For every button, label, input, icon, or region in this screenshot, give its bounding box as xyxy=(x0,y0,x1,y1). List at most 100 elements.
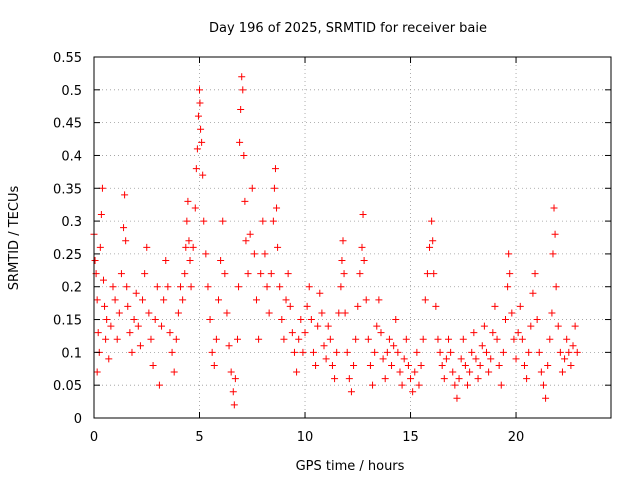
plot-frame xyxy=(93,56,612,419)
data-point xyxy=(322,355,330,363)
data-point xyxy=(417,361,425,369)
data-point xyxy=(250,250,258,258)
data-point xyxy=(295,335,303,343)
data-point xyxy=(240,151,248,159)
data-point xyxy=(91,256,99,264)
data-point xyxy=(98,184,106,192)
data-point xyxy=(436,348,444,356)
data-point xyxy=(508,309,516,317)
marks-layer xyxy=(90,73,581,409)
data-point xyxy=(442,355,450,363)
data-point xyxy=(172,335,180,343)
data-point xyxy=(449,368,457,376)
data-point xyxy=(301,329,309,337)
data-point xyxy=(99,276,107,284)
data-point xyxy=(343,348,351,356)
data-point xyxy=(468,348,476,356)
y-axis-label: SRMTID / TECUs xyxy=(7,186,22,291)
data-point xyxy=(177,283,185,291)
data-point xyxy=(210,361,218,369)
data-point xyxy=(145,309,153,317)
data-point xyxy=(388,361,396,369)
data-point xyxy=(472,355,480,363)
data-point xyxy=(466,368,474,376)
data-point xyxy=(246,230,254,238)
data-point xyxy=(274,243,282,251)
data-point xyxy=(489,329,497,337)
data-point xyxy=(231,375,239,383)
data-point xyxy=(531,270,539,278)
data-point xyxy=(191,204,199,212)
data-point xyxy=(390,342,398,350)
data-point xyxy=(558,368,566,376)
ticks-layer: 0 0.05 0.1 0.15 0.2 0.25 0.3 0.35 0.4 0.45 0.5 0.55… xyxy=(53,51,611,445)
data-point xyxy=(164,283,172,291)
x-tick-label: 0 xyxy=(90,430,98,445)
data-point xyxy=(409,388,417,396)
data-point xyxy=(371,348,379,356)
data-point xyxy=(202,250,210,258)
data-point xyxy=(487,355,495,363)
data-point xyxy=(244,270,252,278)
data-point xyxy=(227,368,235,376)
data-point xyxy=(364,335,372,343)
data-point xyxy=(482,348,490,356)
data-point xyxy=(155,381,163,389)
data-point xyxy=(529,289,537,297)
data-point xyxy=(525,348,533,356)
data-point xyxy=(219,217,227,225)
data-point xyxy=(352,335,360,343)
data-point xyxy=(429,237,437,245)
y-tick-label: 0.15 xyxy=(53,314,82,329)
data-point xyxy=(284,270,292,278)
x-tick-label: 5 xyxy=(195,430,203,445)
data-point xyxy=(107,322,115,330)
data-point xyxy=(421,296,429,304)
y-tick-label: 0.55 xyxy=(53,51,82,66)
data-point xyxy=(101,302,109,310)
data-point xyxy=(103,316,111,324)
data-point xyxy=(501,316,509,324)
data-point xyxy=(402,335,410,343)
data-point xyxy=(141,270,149,278)
data-point xyxy=(571,322,579,330)
data-point xyxy=(491,302,499,310)
data-point xyxy=(512,355,520,363)
data-point xyxy=(93,368,101,376)
data-point xyxy=(537,368,545,376)
data-point xyxy=(563,335,571,343)
data-point xyxy=(184,197,192,205)
data-point xyxy=(478,342,486,350)
data-point xyxy=(230,401,238,409)
y-tick-label: 0.5 xyxy=(61,84,82,99)
data-point xyxy=(193,145,201,153)
data-point xyxy=(423,270,431,278)
data-point xyxy=(192,165,200,173)
data-point xyxy=(170,368,178,376)
data-point xyxy=(147,335,155,343)
data-point xyxy=(252,296,260,304)
data-point xyxy=(109,283,117,291)
data-point xyxy=(168,348,176,356)
data-point xyxy=(130,316,138,324)
chart-title: Day 196 of 2025, SRMTID for receiver bai… xyxy=(209,21,487,36)
data-point xyxy=(567,361,575,369)
data-point xyxy=(554,322,562,330)
data-point xyxy=(470,329,478,337)
data-point xyxy=(198,138,206,146)
data-point xyxy=(183,217,191,225)
data-point xyxy=(394,348,402,356)
data-point xyxy=(340,270,348,278)
data-point xyxy=(497,381,505,389)
data-point xyxy=(333,348,341,356)
data-point xyxy=(474,375,482,383)
data-point xyxy=(415,381,423,389)
data-point xyxy=(233,335,241,343)
data-point xyxy=(404,361,412,369)
data-point xyxy=(345,375,353,383)
data-point xyxy=(174,309,182,317)
y-tick-label: 0.2 xyxy=(61,281,82,296)
data-point xyxy=(544,361,552,369)
data-point xyxy=(373,322,381,330)
data-point xyxy=(212,335,220,343)
